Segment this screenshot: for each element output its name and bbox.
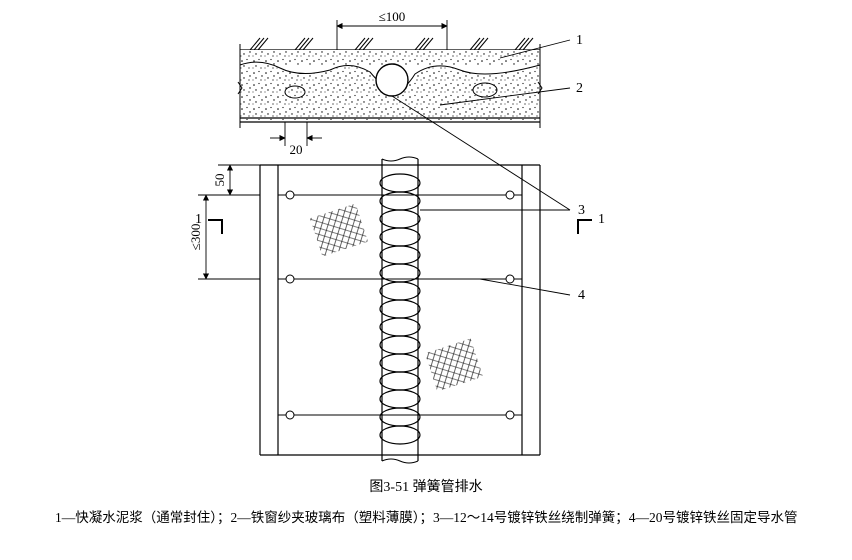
callout-2: 2 xyxy=(576,81,583,96)
plan-view: 1 1 50 ≤300 3 4 xyxy=(188,157,605,463)
callout-3: 3 xyxy=(578,203,585,218)
dim-20: 20 xyxy=(270,122,322,157)
dim-le300-text: ≤300 xyxy=(188,224,203,251)
cross-section: ≤100 20 1 2 xyxy=(238,9,583,210)
figure-caption: 图3-51 弹簧管排水 xyxy=(0,476,852,496)
dim-le300: ≤300 xyxy=(188,195,260,279)
dim-50: 50 xyxy=(212,165,260,195)
figure-legend: 1—快凝水泥浆（通常封住）；2—铁窗纱夹玻璃布（塑料薄膜）；3—12～14号镀锌… xyxy=(0,504,852,531)
callout-1: 1 xyxy=(576,33,583,48)
dim-20-text: 20 xyxy=(290,142,303,157)
diagram-svg: ≤100 20 1 2 xyxy=(0,0,852,470)
callout-4: 4 xyxy=(578,288,585,303)
section-mark-right-text: 1 xyxy=(598,212,605,227)
page-root: { "figure": { "caption": "图3-51 弹簧管排水", … xyxy=(0,0,852,560)
dim-le100: ≤100 xyxy=(337,9,447,50)
dim-le100-text: ≤100 xyxy=(379,9,406,24)
dim-50-text: 50 xyxy=(212,174,227,187)
